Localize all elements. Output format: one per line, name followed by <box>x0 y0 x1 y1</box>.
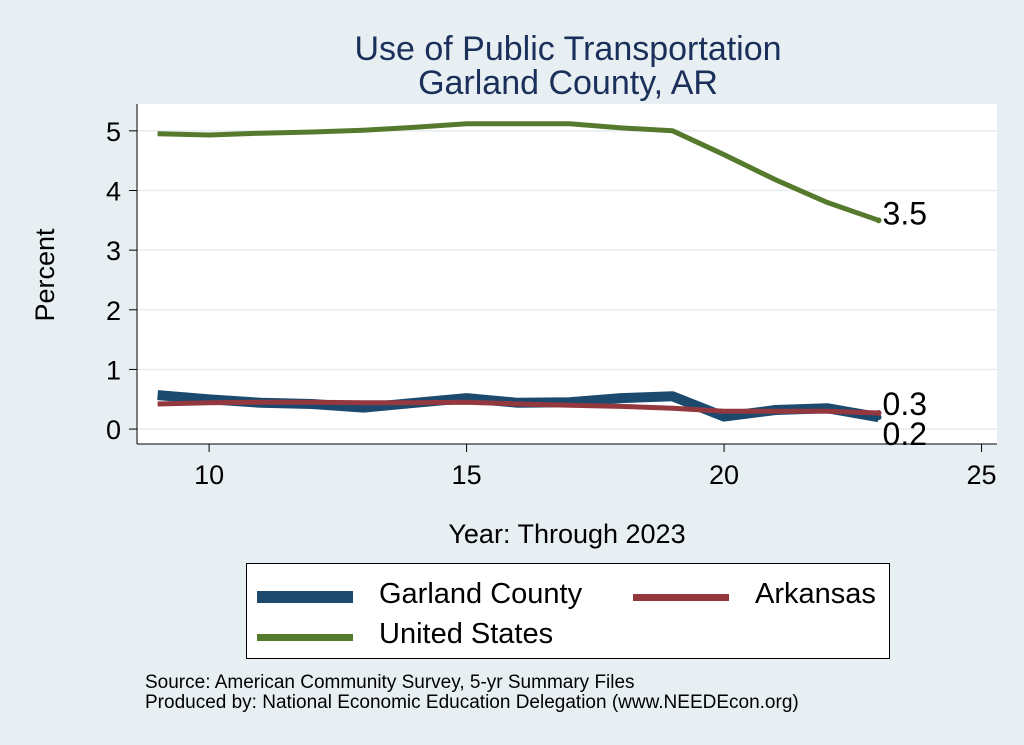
x-axis-title: Year: Through 2023 <box>448 519 685 549</box>
series-end-label-2: 3.5 <box>883 195 927 231</box>
x-tick-label: 15 <box>452 460 482 490</box>
source-note: Source: American Community Survey, 5-yr … <box>145 672 635 693</box>
series-lines <box>157 121 880 423</box>
series-end-point-2 <box>875 217 882 224</box>
y-tick-label: 1 <box>106 355 121 385</box>
series-end-point-1 <box>875 409 882 416</box>
x-tick-label: 10 <box>194 460 224 490</box>
end-labels: 0.20.3 3.5 <box>875 195 927 452</box>
series-end-label-1: 0.3 <box>883 386 927 422</box>
y-tick-label: 4 <box>106 176 121 206</box>
y-tick-label: 5 <box>106 117 121 147</box>
x-tick-label: 25 <box>967 460 997 490</box>
x-tick-label: 20 <box>709 460 739 490</box>
axes: 0 1 2 3 4 5 10 15 20 25 <box>106 104 997 490</box>
y-tick-label: 2 <box>106 296 121 326</box>
y-tick-label: 0 <box>106 415 121 445</box>
gridlines <box>137 130 997 430</box>
y-axis-title: Percent <box>30 228 60 322</box>
series-end-label-0: 0.2 <box>883 416 927 452</box>
series-line-1 <box>157 399 879 416</box>
series-line-2 <box>157 121 880 223</box>
chart-subtitle: Garland County, AR <box>418 64 718 102</box>
legend-label-united-states: United States <box>379 618 554 650</box>
legend: Garland County Arkansas United States <box>246 563 890 659</box>
producer-note: Produced by: National Economic Education… <box>145 692 799 713</box>
y-tick-label: 3 <box>106 236 121 266</box>
legend-label-garland: Garland County <box>379 578 583 610</box>
legend-swatch-arkansas <box>633 594 729 601</box>
series-end-point-0 <box>875 414 882 421</box>
legend-swatch-garland <box>257 591 353 603</box>
legend-label-arkansas: Arkansas <box>755 578 876 610</box>
plot-area <box>137 104 997 444</box>
legend-swatch-united-states <box>257 634 353 641</box>
chart-title: Use of Public Transportation <box>354 30 782 68</box>
